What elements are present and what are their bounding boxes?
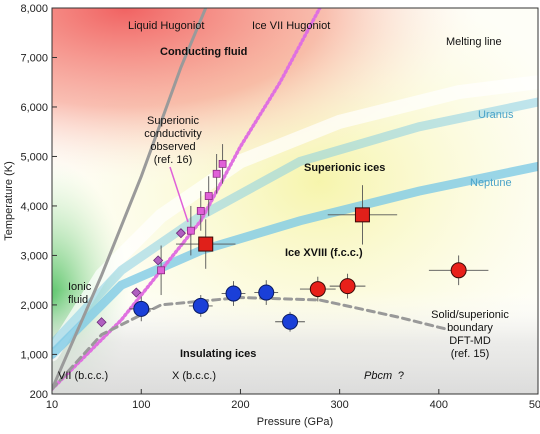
superionic-observed-line-4: (ref. 16) (154, 154, 193, 166)
superionic-observed-line-1: Superionic (147, 115, 199, 127)
red-square-1 (354, 207, 370, 223)
blue-circle-1 (192, 297, 209, 314)
red-circle-0 (309, 281, 326, 298)
superionic-ices-label: Superionic ices (304, 162, 385, 174)
boundary-line-4: (ref. 15) (451, 348, 490, 360)
boundary-line-1: Solid/superionic (431, 309, 509, 321)
x-tick-label-5: 500 (529, 399, 540, 411)
x-tick-label-1: 100 (132, 399, 150, 411)
annotations-layer: Liquid Hugoniot Ice VII Hugoniot Melting… (58, 20, 514, 382)
plot-frame (51, 7, 539, 395)
magenta-point-2 (196, 206, 205, 215)
curves-layer (52, 8, 538, 391)
magenta-point-3 (204, 192, 213, 200)
blue-circle-4 (282, 313, 299, 330)
superionic-observed-pointer (169, 166, 189, 223)
liquid-hugoniot-curve (52, 8, 208, 391)
magenta-point-4 (212, 169, 221, 178)
y-tick-label-3: 3,000 (20, 250, 48, 262)
ionic-fluid-line-2: fluid (68, 294, 88, 306)
y-tick-label-4: 4,000 (20, 201, 48, 213)
red-circle-2 (450, 262, 467, 279)
purple-diamond-0 (96, 317, 107, 328)
x-axis-ticks: 10 100 200 300 400 500 (46, 389, 540, 411)
y-tick-label-2: 2,000 (20, 300, 48, 312)
uranus-curve (52, 97, 538, 349)
phase-regions (52, 8, 538, 394)
magenta-point-1 (186, 226, 195, 235)
boundary-line-3: DFT-MD (449, 335, 491, 347)
y-tick-label-0: 200 (30, 389, 48, 401)
purple-diamond-2 (153, 255, 164, 266)
vii-bcc-label: VII (b.c.c.) (58, 370, 108, 382)
superionic-observed-line-3: observed (150, 141, 195, 153)
conducting-fluid-label: Conducting fluid (160, 46, 247, 58)
magenta-point-5 (218, 159, 227, 168)
y-tick-label-8: 8,000 (20, 3, 48, 15)
insulating-ices-label: Insulating ices (180, 348, 256, 360)
ice-xviii-label: Ice XVIII (f.c.c.) (285, 247, 363, 259)
x-tick-label-4: 400 (430, 399, 448, 411)
y-tick-label-1: 1,000 (20, 349, 48, 361)
neptune-curve (52, 161, 538, 359)
y-tick-label-7: 7,000 (20, 52, 48, 64)
y-tick-label-5: 5,000 (20, 151, 48, 163)
x-tick-label-2: 200 (231, 399, 249, 411)
x-bcc-label: X (b.c.c.) (172, 370, 216, 382)
blue-circle-2 (225, 285, 242, 302)
ice-vii-hugoniot-label: Ice VII Hugoniot (252, 20, 330, 32)
red-circle-1 (339, 278, 356, 295)
blue-circle-3 (258, 284, 275, 301)
x-axis-label: Pressure (GPa) (257, 416, 333, 428)
x-tick-label-0: 10 (46, 399, 58, 411)
purple-diamond-3 (175, 228, 187, 239)
ionic-fluid-line-1: Ionic (68, 281, 92, 293)
pbcm-label: Pbcm (364, 370, 392, 382)
y-axis-ticks: 200 1,000 2,000 3,000 4,000 5,000 6,000 7,000 8,… (20, 3, 57, 401)
neptune-label: Neptune (470, 177, 512, 189)
boundary-line-2: boundary (447, 322, 493, 334)
y-tick-label-6: 6,000 (20, 102, 48, 114)
blue-circle-0 (133, 300, 150, 317)
uranus-label: Uranus (478, 109, 514, 121)
liquid-hugoniot-label: Liquid Hugoniot (128, 20, 204, 32)
superionic-observed-line-2: conductivity (144, 128, 202, 140)
melting-line-label: Melting line (446, 36, 502, 48)
red-square-0 (198, 236, 214, 252)
pbcm-question-label: ? (398, 370, 404, 382)
y-axis-label: Temperature (K) (3, 161, 15, 240)
ice-vii-hugoniot-curve (52, 8, 322, 391)
magenta-point-0 (157, 266, 166, 275)
points-layer (96, 144, 489, 332)
purple-diamond-1 (131, 287, 142, 298)
x-tick-label-3: 300 (330, 399, 348, 411)
